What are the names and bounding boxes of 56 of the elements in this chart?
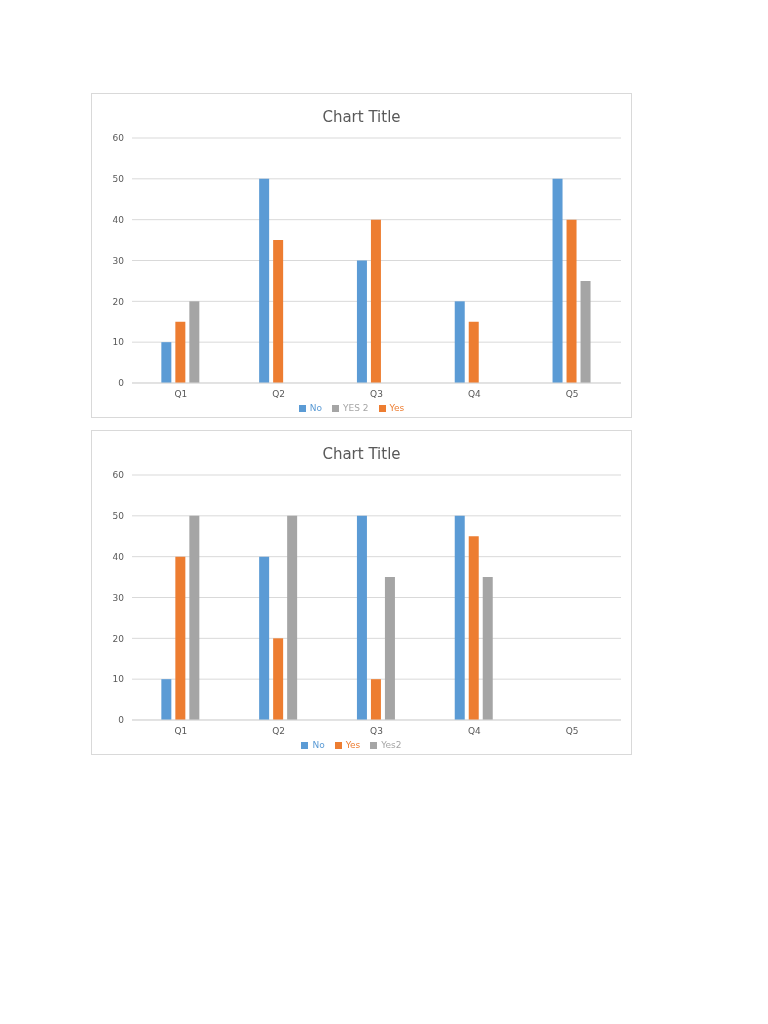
y-tick-label: 30 [112,255,125,266]
bar [259,556,270,720]
bar [175,556,186,720]
y-tick-label: 20 [112,296,125,307]
y-tick-label: 30 [112,592,125,603]
y-tick-label: 50 [112,174,125,185]
chart-title: Chart Title [321,444,402,465]
legend-label: Yes2 [381,740,402,750]
x-tick-label: Q1 [174,389,188,400]
y-tick-label: 0 [118,715,125,726]
bar [161,342,172,383]
x-tick-label: Q2 [272,389,286,400]
bar [189,301,200,383]
bar [482,577,493,720]
bar [273,240,284,383]
legend-label: No [312,740,325,750]
x-tick-label: Q2 [272,726,286,737]
y-tick-label: 10 [112,337,125,348]
y-tick-label: 50 [112,511,125,522]
bar [580,280,591,383]
bar [287,515,298,720]
legend-label: YES 2 [343,403,369,413]
y-tick-label: 60 [112,470,125,481]
x-tick-label: Q3 [370,389,383,400]
x-tick-label: Q1 [174,726,188,737]
bar [370,679,381,720]
bar [161,679,172,720]
bar [468,536,479,720]
legend-label: Yes [345,740,361,750]
x-tick-label: Q4 [467,726,481,737]
y-tick-label: 40 [112,551,125,562]
bar [175,321,186,383]
bar [273,638,284,720]
y-tick-label: 0 [118,378,125,389]
legend-label: No [309,403,323,413]
y-tick-label: 40 [112,214,125,225]
y-tick-label: 20 [112,633,125,644]
bar [189,515,200,720]
bar [356,515,367,720]
bar [566,219,577,383]
bar [552,178,563,383]
chart-title: Chart Title [321,107,402,128]
x-tick-label: Q5 [565,389,579,400]
bar [370,219,381,383]
x-tick-label: Q4 [467,389,481,400]
x-tick-label: Q5 [565,726,579,737]
bar [356,260,367,383]
bar [454,515,465,720]
bar [259,178,270,383]
legend-label: Yes [389,403,405,413]
x-tick-label: Q3 [370,726,383,737]
bar [454,301,465,383]
bar [384,577,395,720]
y-tick-label: 60 [112,133,125,144]
y-tick-label: 10 [112,674,125,685]
bar [468,321,479,383]
